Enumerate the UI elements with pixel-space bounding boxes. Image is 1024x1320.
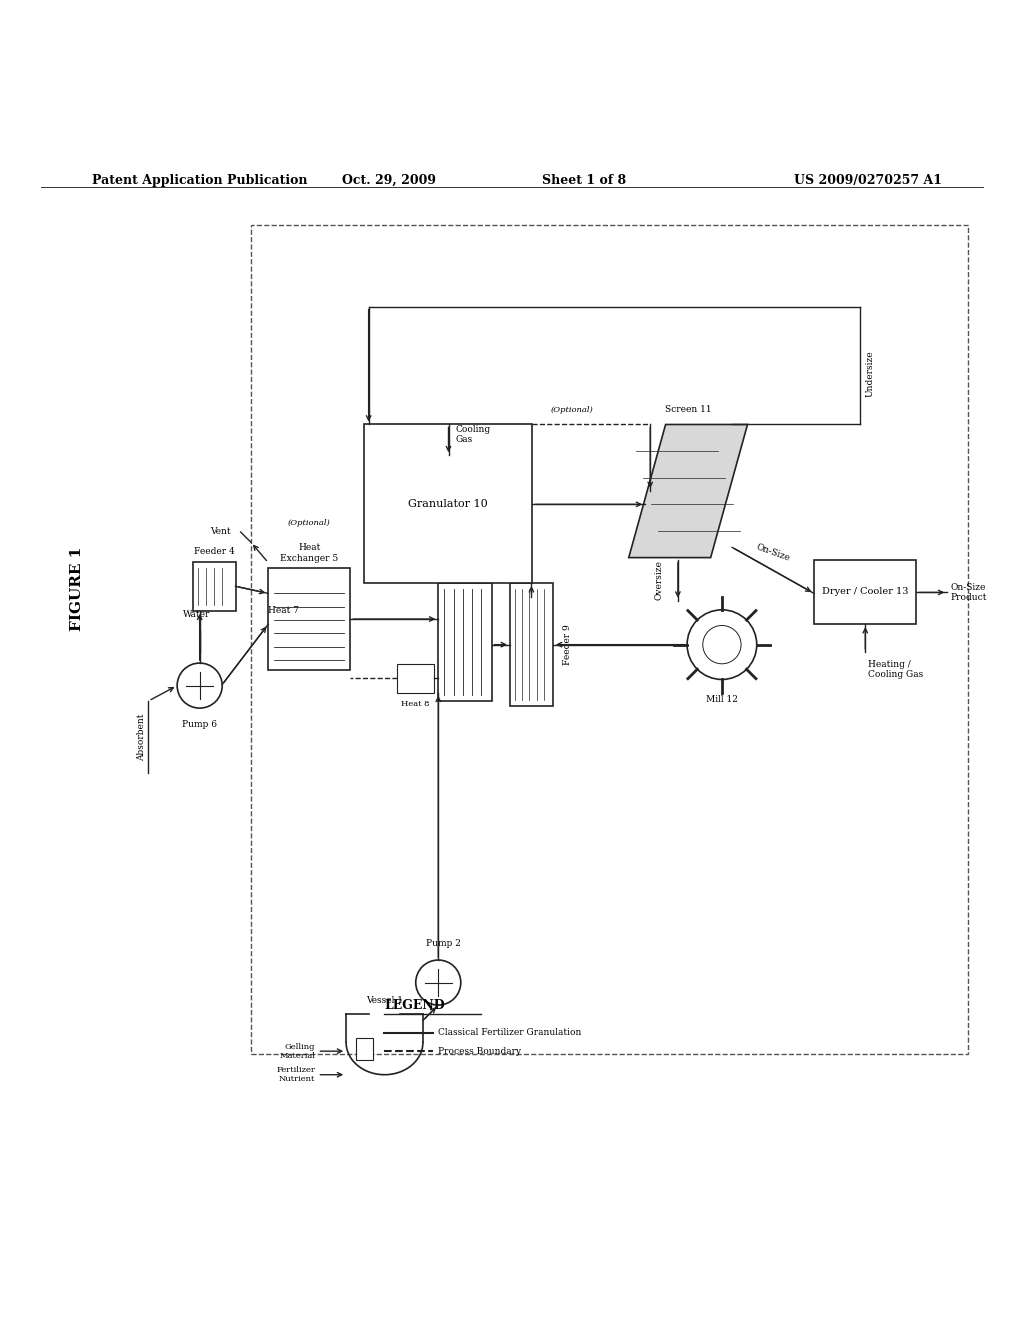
Text: US 2009/0270257 A1: US 2009/0270257 A1	[794, 174, 942, 186]
Text: Patent Application Publication: Patent Application Publication	[92, 174, 307, 186]
FancyBboxPatch shape	[397, 664, 434, 693]
FancyBboxPatch shape	[364, 425, 532, 583]
Circle shape	[687, 610, 757, 680]
Text: Absorbent: Absorbent	[137, 713, 145, 760]
Text: Sheet 1 of 8: Sheet 1 of 8	[542, 174, 626, 186]
Circle shape	[177, 663, 222, 708]
Circle shape	[416, 960, 461, 1005]
Text: Undersize: Undersize	[865, 350, 874, 396]
Text: Vent: Vent	[210, 528, 230, 536]
Text: Heat 7: Heat 7	[268, 606, 299, 615]
Text: (Optional): (Optional)	[551, 407, 594, 414]
FancyBboxPatch shape	[268, 568, 350, 671]
FancyBboxPatch shape	[356, 1038, 373, 1060]
FancyBboxPatch shape	[510, 583, 553, 706]
FancyBboxPatch shape	[438, 583, 492, 701]
Text: Classical Fertilizer Granulation: Classical Fertilizer Granulation	[438, 1028, 582, 1038]
Text: Oct. 29, 2009: Oct. 29, 2009	[342, 174, 436, 186]
Text: FIGURE 1: FIGURE 1	[70, 546, 84, 631]
Text: Fertilizer
Nutrient: Fertilizer Nutrient	[276, 1067, 315, 1084]
Text: Vessel 1: Vessel 1	[366, 997, 403, 1005]
FancyBboxPatch shape	[814, 560, 916, 624]
Text: Pump 2: Pump 2	[426, 939, 461, 948]
Text: Blender 3: Blender 3	[442, 569, 487, 578]
Text: Screen 11: Screen 11	[665, 405, 712, 414]
Text: Mill 12: Mill 12	[706, 694, 738, 704]
Text: Dryer / Cooler 13: Dryer / Cooler 13	[822, 587, 908, 597]
Text: Water: Water	[183, 610, 210, 619]
Text: Heating /
Cooling Gas: Heating / Cooling Gas	[868, 660, 924, 680]
Text: On-Size
Product: On-Size Product	[950, 582, 987, 602]
Text: Pump 6: Pump 6	[182, 721, 217, 730]
Text: Process Boundary: Process Boundary	[438, 1047, 521, 1056]
Text: (Optional): (Optional)	[288, 519, 331, 527]
Circle shape	[702, 626, 741, 664]
Text: Granulator 10: Granulator 10	[409, 499, 487, 508]
Text: Gelling
Material: Gelling Material	[280, 1043, 315, 1060]
FancyBboxPatch shape	[193, 562, 236, 611]
Text: Feeder 4: Feeder 4	[194, 546, 234, 556]
Polygon shape	[629, 425, 748, 557]
Text: Heat 8: Heat 8	[401, 700, 430, 708]
Text: Feeder 9: Feeder 9	[563, 624, 572, 665]
Text: Cooling
Gas: Cooling Gas	[456, 425, 490, 445]
Text: On-Size: On-Size	[755, 543, 792, 562]
Text: Heat
Exchanger 5: Heat Exchanger 5	[281, 544, 338, 562]
Text: Oversize: Oversize	[654, 560, 664, 601]
Text: LEGEND: LEGEND	[384, 999, 444, 1012]
